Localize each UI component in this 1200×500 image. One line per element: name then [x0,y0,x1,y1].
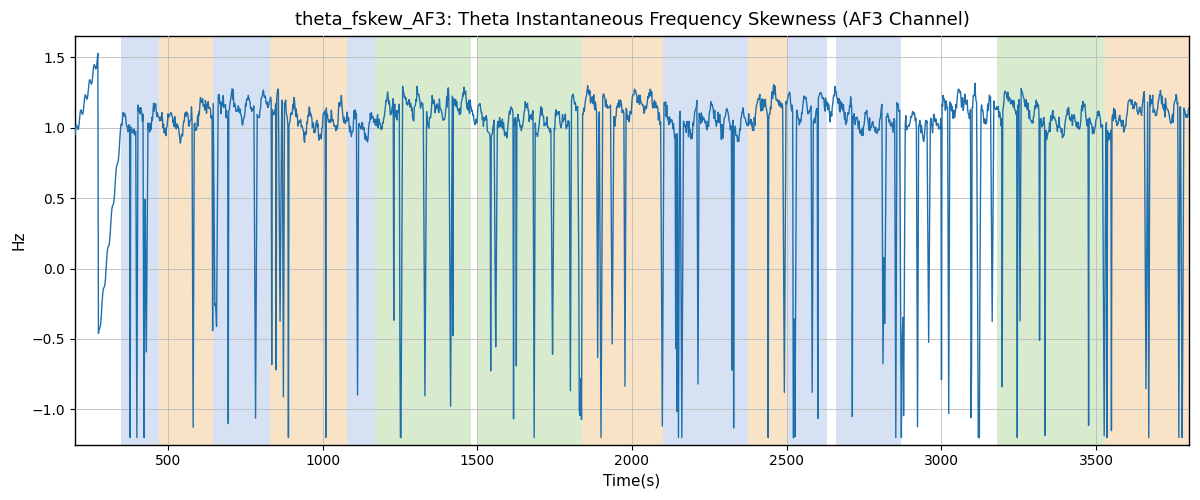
Title: theta_fskew_AF3: Theta Instantaneous Frequency Skewness (AF3 Channel): theta_fskew_AF3: Theta Instantaneous Fre… [294,11,970,30]
Bar [158,36,212,445]
Bar [748,36,787,445]
Bar [376,36,472,445]
Bar [347,36,376,445]
Bar [582,36,662,445]
Bar [1105,36,1189,445]
Bar [212,36,270,445]
Bar [787,36,827,445]
Bar [478,36,582,445]
Bar [270,36,347,445]
X-axis label: Time(s): Time(s) [604,474,660,489]
Bar [997,36,1105,445]
Bar [662,36,748,445]
Bar [836,36,901,445]
Bar [121,36,158,445]
Y-axis label: Hz: Hz [11,230,26,250]
